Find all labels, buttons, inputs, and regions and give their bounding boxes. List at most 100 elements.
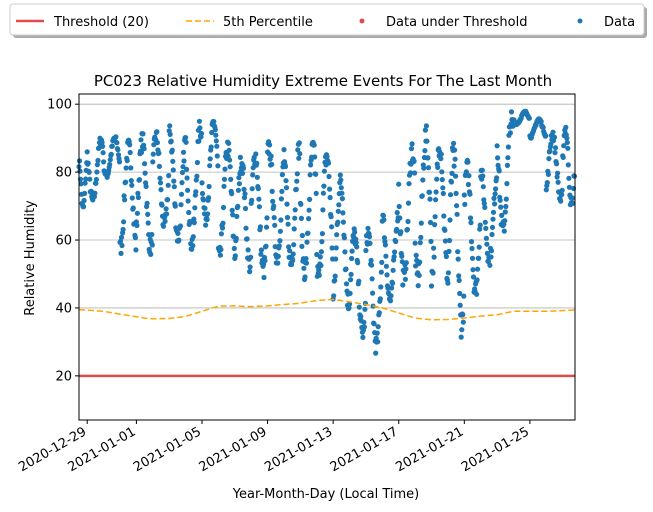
data-point [356,278,362,284]
data-point [226,140,232,146]
data-point [258,247,264,253]
data-point [559,192,565,198]
data-point [292,207,298,213]
data-point [381,217,387,223]
data-point [493,186,499,192]
data-point [169,147,175,153]
data-point [361,319,367,325]
data-point [418,220,424,226]
data-point [545,171,552,177]
data-point [399,253,405,259]
data-point [286,244,292,250]
data-point [254,174,260,180]
data-point [381,235,387,241]
data-point [328,214,334,220]
data-point [560,154,566,160]
data-point [247,269,253,275]
data-point [477,226,483,232]
data-point [353,240,359,246]
data-point [297,151,303,157]
data-point [165,197,171,203]
data-point [343,266,349,272]
data-point [277,228,283,234]
data-point [457,302,463,308]
data-point [176,237,182,243]
data-point [470,274,477,280]
data-point [160,223,167,229]
data-point [172,203,178,209]
data-point [170,158,176,164]
data-point [492,201,498,207]
legend-threshold-label: Threshold (20) [53,15,149,30]
data-point [164,211,170,217]
data-point [469,255,476,261]
data-point [339,196,345,202]
data-point [94,169,100,175]
data-point [101,159,107,165]
y-axis: 20 40 60 80 100 [47,98,79,384]
data-point [497,197,503,203]
data-point [335,219,341,225]
data-point [445,280,451,286]
data-point [508,109,515,115]
data-point [179,169,186,176]
data-point [456,273,462,279]
data-point [476,255,482,261]
data-point [175,230,181,236]
data-point [276,243,282,249]
data-point [272,222,278,228]
data-point [407,170,414,176]
data-point [93,176,99,183]
data-point [299,232,305,239]
data-point [247,264,253,270]
data-point [430,270,436,276]
data-point [563,124,569,130]
data-point [263,224,270,230]
data-point [337,172,343,178]
data-point [433,189,439,195]
data-point [81,197,87,204]
data-point [428,238,434,244]
data-point [181,158,187,164]
data-point [352,229,358,235]
data-point [190,243,196,249]
data-point [504,181,510,187]
data-point [287,248,293,254]
data-point [439,177,445,183]
data-point [261,274,267,281]
data-point [338,177,344,183]
data-point [329,224,335,230]
data-point [498,204,504,210]
data-point [360,334,366,340]
data-point [116,159,123,165]
data-point [120,226,126,233]
data-point [168,138,174,144]
data-point [115,152,122,158]
data-point [308,162,314,168]
data-point [566,175,572,181]
data-point [467,215,474,221]
data-point [127,149,133,156]
data-point [333,245,339,251]
legend-under-threshold-label: Data under Threshold [386,15,527,30]
data-point [400,282,406,288]
data-point [440,185,446,191]
data-point [235,203,241,209]
data-point [495,155,501,161]
data-point [373,350,379,356]
data-point [209,129,215,136]
data-point [422,148,428,154]
data-point [207,156,213,162]
data-point [220,220,226,226]
data-point [507,130,513,136]
data-point [213,132,219,138]
data-point [77,168,83,174]
data-point [284,201,290,207]
data-point [411,158,417,164]
data-point [194,173,200,179]
data-point [445,270,451,276]
data-point [369,262,375,268]
data-point [461,293,467,299]
data-point [565,145,571,151]
data-point [398,229,404,235]
